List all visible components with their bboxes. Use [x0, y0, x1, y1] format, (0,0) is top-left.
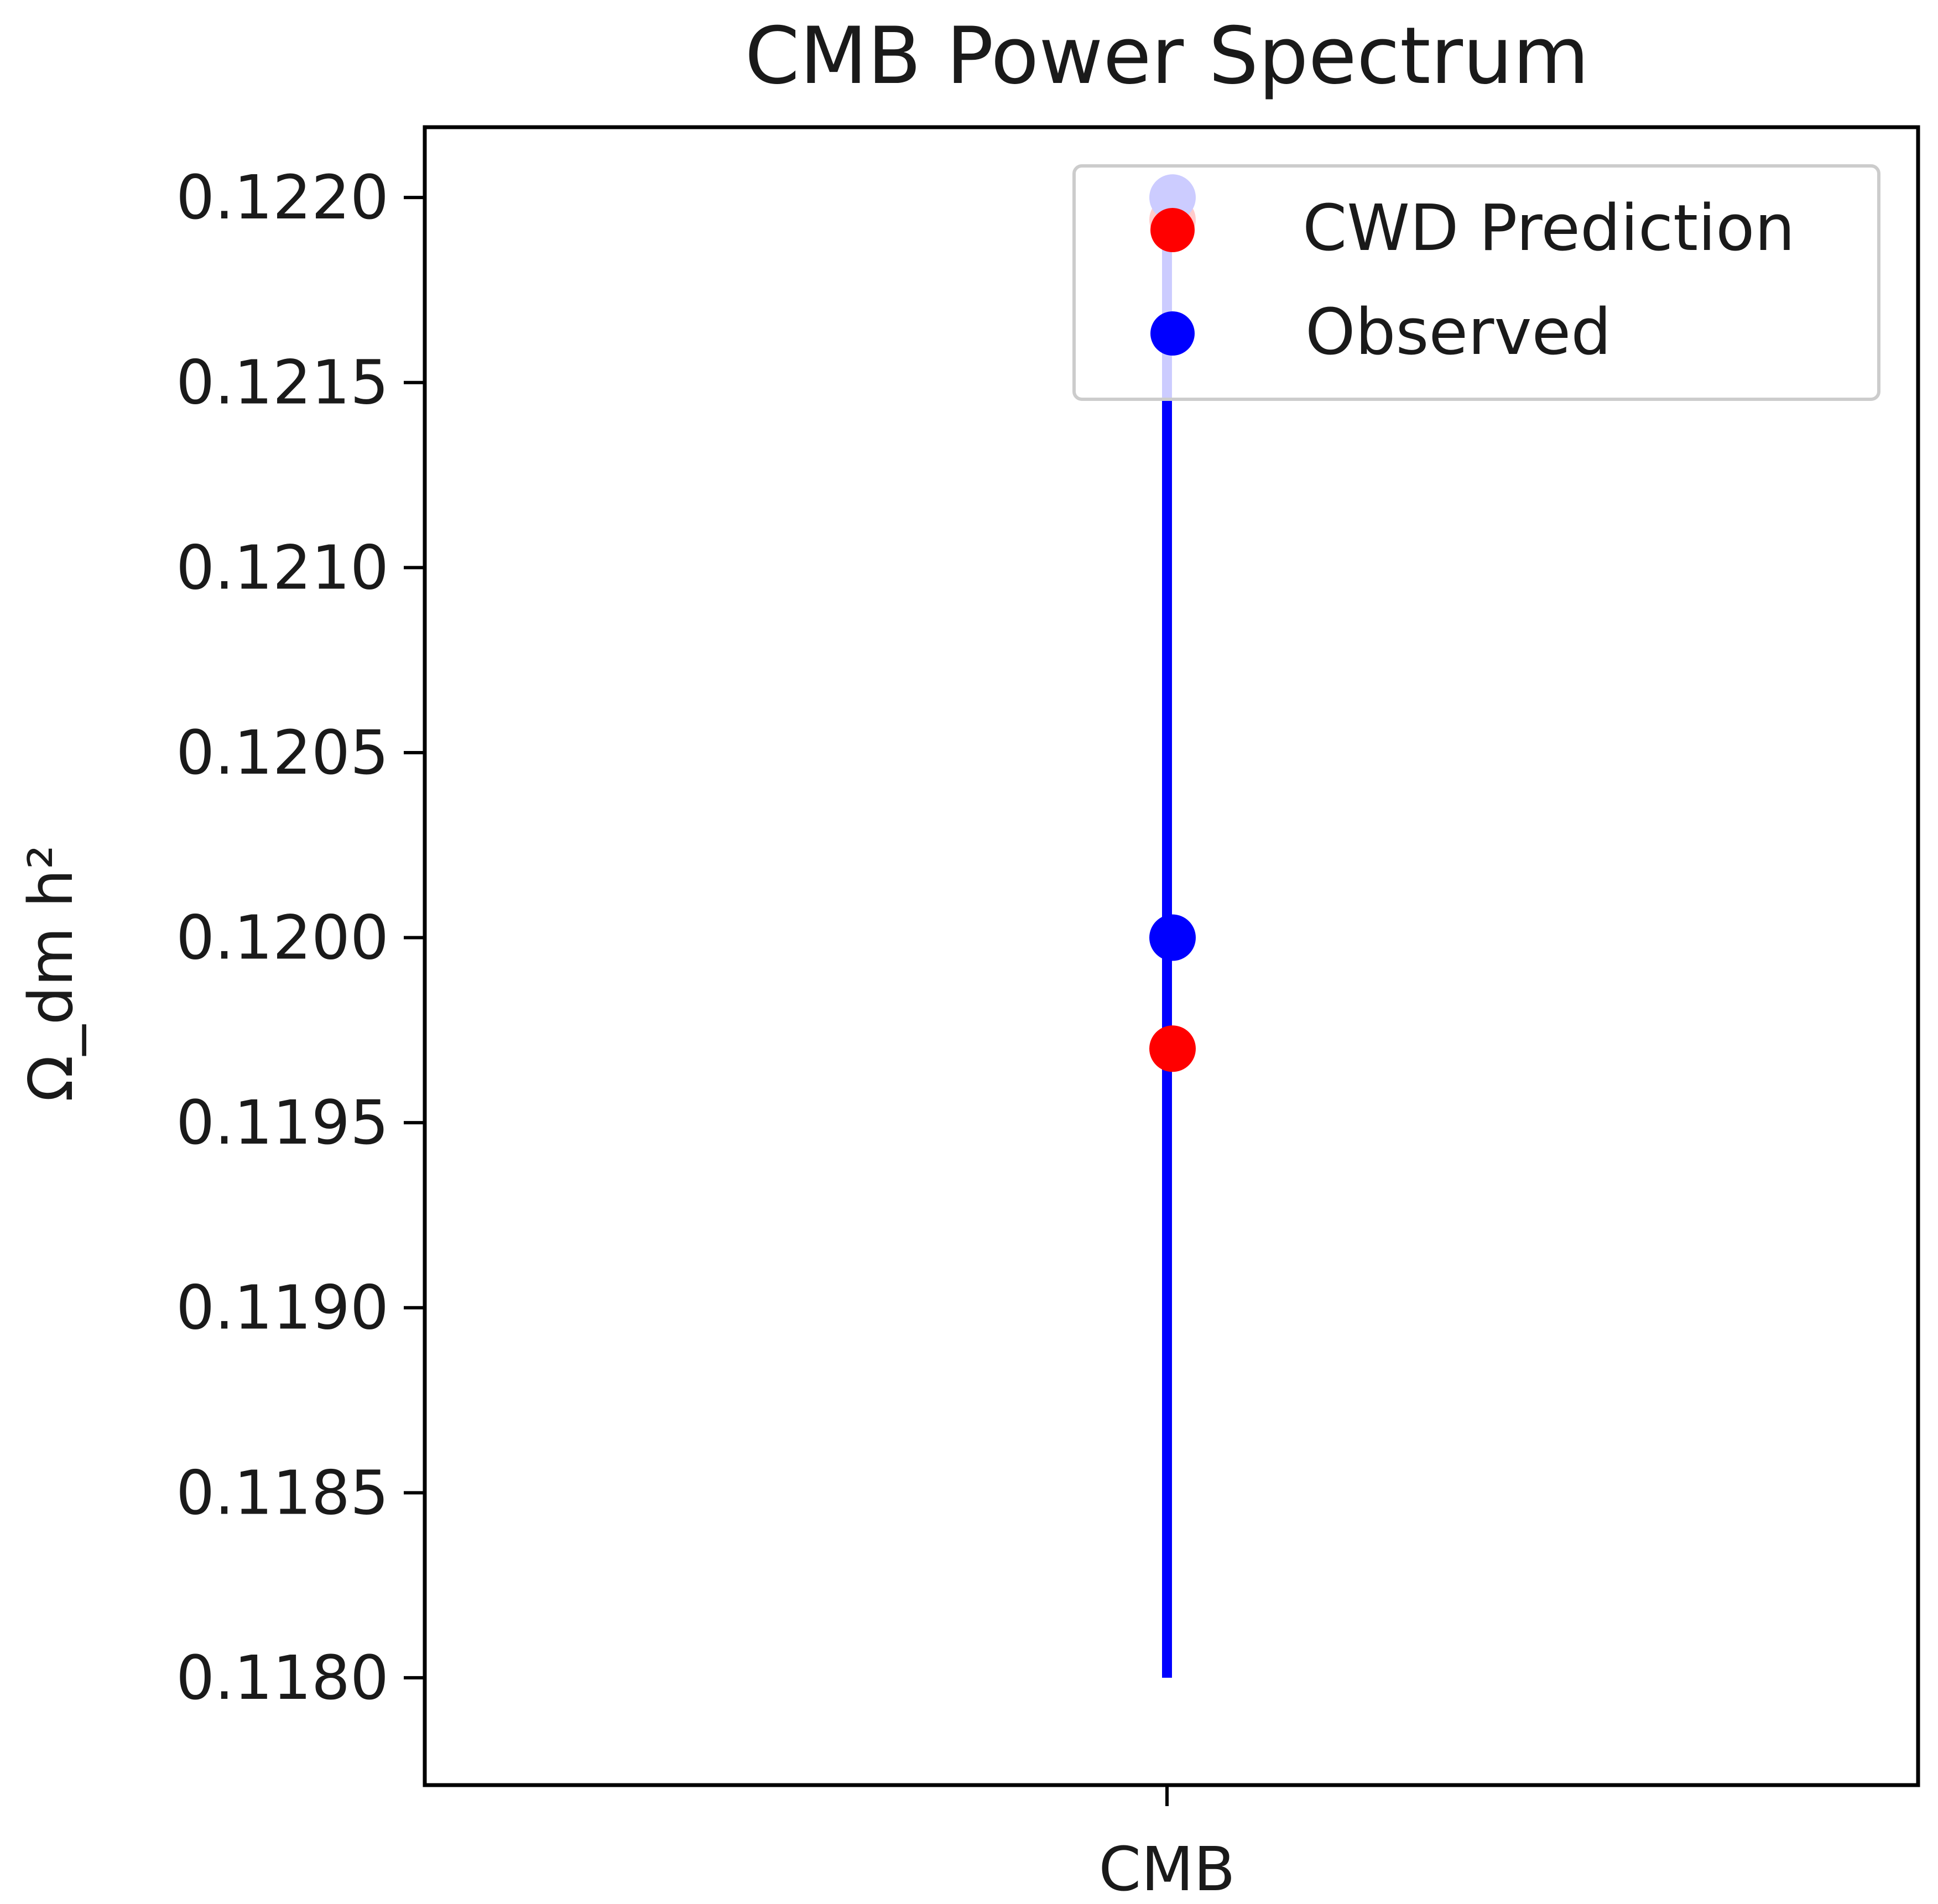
y-tick-label: 0.1215 — [176, 347, 389, 418]
legend-marker-cwd-prediction — [1150, 208, 1195, 252]
legend-box — [1072, 164, 1880, 401]
point-cwd-prediction — [1149, 1025, 1196, 1072]
legend-label-cwd-prediction: CWD Prediction — [1303, 191, 1795, 265]
chart-title: CMB Power Spectrum — [745, 11, 1590, 102]
x-tick-label: CMB — [1098, 1834, 1235, 1904]
axes-frame — [423, 125, 1920, 1787]
y-tick-label: 0.1185 — [176, 1457, 389, 1528]
legend-marker-observed — [1150, 311, 1195, 356]
point-observed — [1149, 914, 1196, 961]
legend-label-observed: Observed — [1305, 295, 1611, 369]
y-tick-label: 0.1190 — [176, 1272, 389, 1343]
y-axis: 0.1180 0.1185 0.1190 0.1195 0.1200 0.1205 0.12… — [176, 162, 425, 1713]
y-tick-label: 0.1210 — [176, 532, 389, 603]
y-tick-label: 0.1200 — [176, 903, 389, 973]
y-axis-label: Ω_dm h² — [15, 845, 86, 1102]
legend: CWD Prediction Observed — [1072, 164, 1880, 401]
x-axis: CMB — [1098, 1785, 1236, 1904]
y-tick-label: 0.1195 — [176, 1087, 389, 1158]
y-tick-label: 0.1220 — [176, 162, 389, 233]
y-tick-label: 0.1180 — [176, 1642, 389, 1713]
y-tick-label: 0.1205 — [176, 717, 389, 788]
